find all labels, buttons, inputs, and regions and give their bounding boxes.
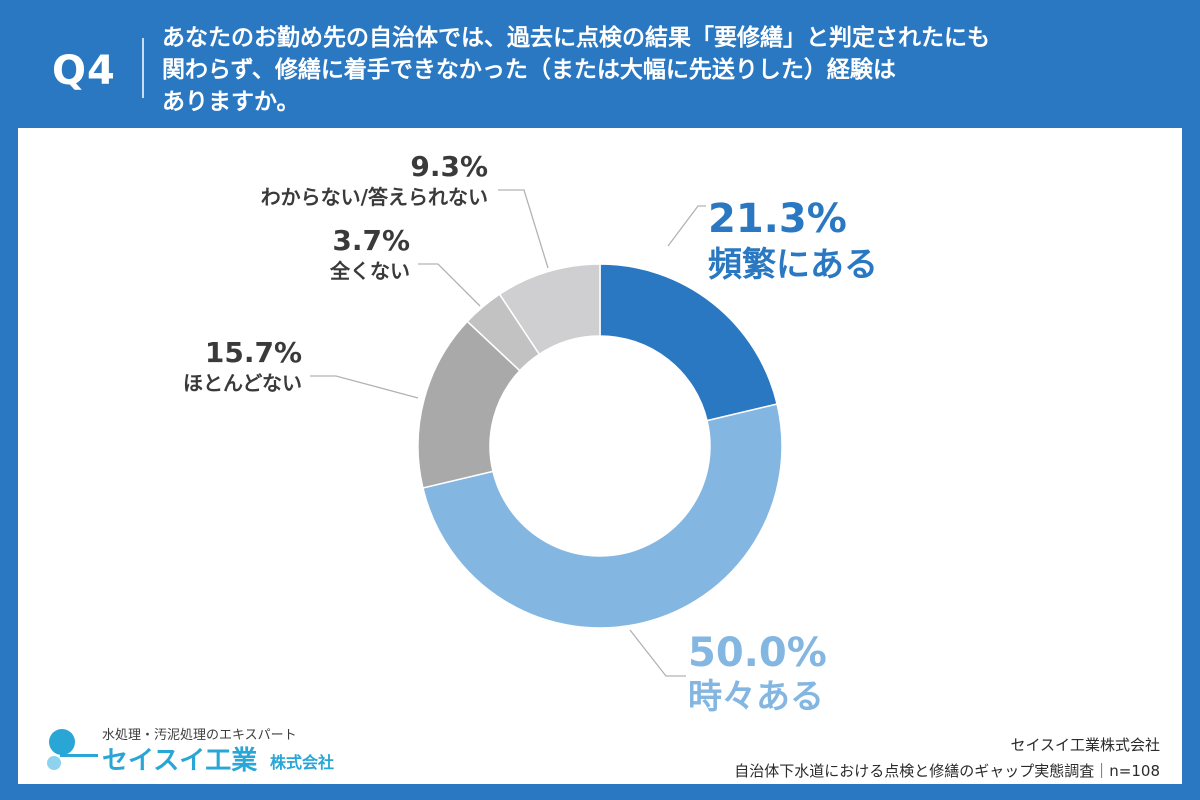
slice-category-label: 時々ある (688, 677, 824, 717)
slice-category-label: 頻繁にある (708, 245, 878, 285)
header-divider (142, 38, 144, 98)
logo-name: セイスイ工業 (102, 746, 258, 776)
source-survey: 自治体下水道における点検と修繕のギャップ実態調査｜n=108 (734, 762, 1160, 780)
slice-value-label: 3.7% (332, 224, 410, 257)
leader-line (310, 375, 419, 399)
leader-line (418, 263, 481, 307)
slice-value-label: 9.3% (410, 150, 488, 183)
slice-value-label: 21.3% (708, 196, 847, 242)
source-company: セイスイ工業株式会社 (1010, 736, 1160, 754)
slice-category-label: ほとんどない (183, 371, 302, 395)
leader-line (629, 629, 686, 677)
slice-value-label: 15.7% (205, 336, 302, 369)
logo-suffix: 株式会社 (270, 753, 335, 772)
slice-category-label: 全くない (329, 259, 410, 283)
source-note: セイスイ工業株式会社 自治体下水道における点検と修繕のギャップ実態調査｜n=10… (734, 732, 1160, 784)
question-text: あなたのお勤め先の自治体では、過去に点検の結果「要修繕」と判定されたにも 関わら… (162, 25, 990, 115)
donut-slice (498, 263, 601, 356)
donut-chart: 21.3%頻繁にある 50.0%時々ある 15.7%ほとんどない 3.7%全くない 9.… (183, 150, 878, 717)
donut-slice (599, 263, 779, 422)
chart-panel: 21.3% 頻繁にある 50.0% 時々ある 15.7% ほとんどない 3.7% 全くない 9.… (18, 128, 1182, 784)
leader-line (667, 205, 706, 247)
logo-tagline: 水処理・汚泥処理のエキスパート (102, 728, 297, 743)
slice-category-label: わからない/答えられない (261, 185, 488, 209)
leader-line (498, 189, 549, 269)
question-number: Q4 (52, 48, 116, 94)
slice-value-label: 50.0% (688, 630, 827, 676)
donut-slice (421, 403, 783, 629)
water-drop-logo-icon (47, 729, 98, 770)
question-header: Q4 あなたのお勤め先の自治体では、過去に点検の結果「要修繕」と判定されたにも … (0, 0, 1200, 128)
company-logo: 水処理・汚泥処理のエキスパート セイスイ工業 株式会社 (40, 720, 400, 780)
